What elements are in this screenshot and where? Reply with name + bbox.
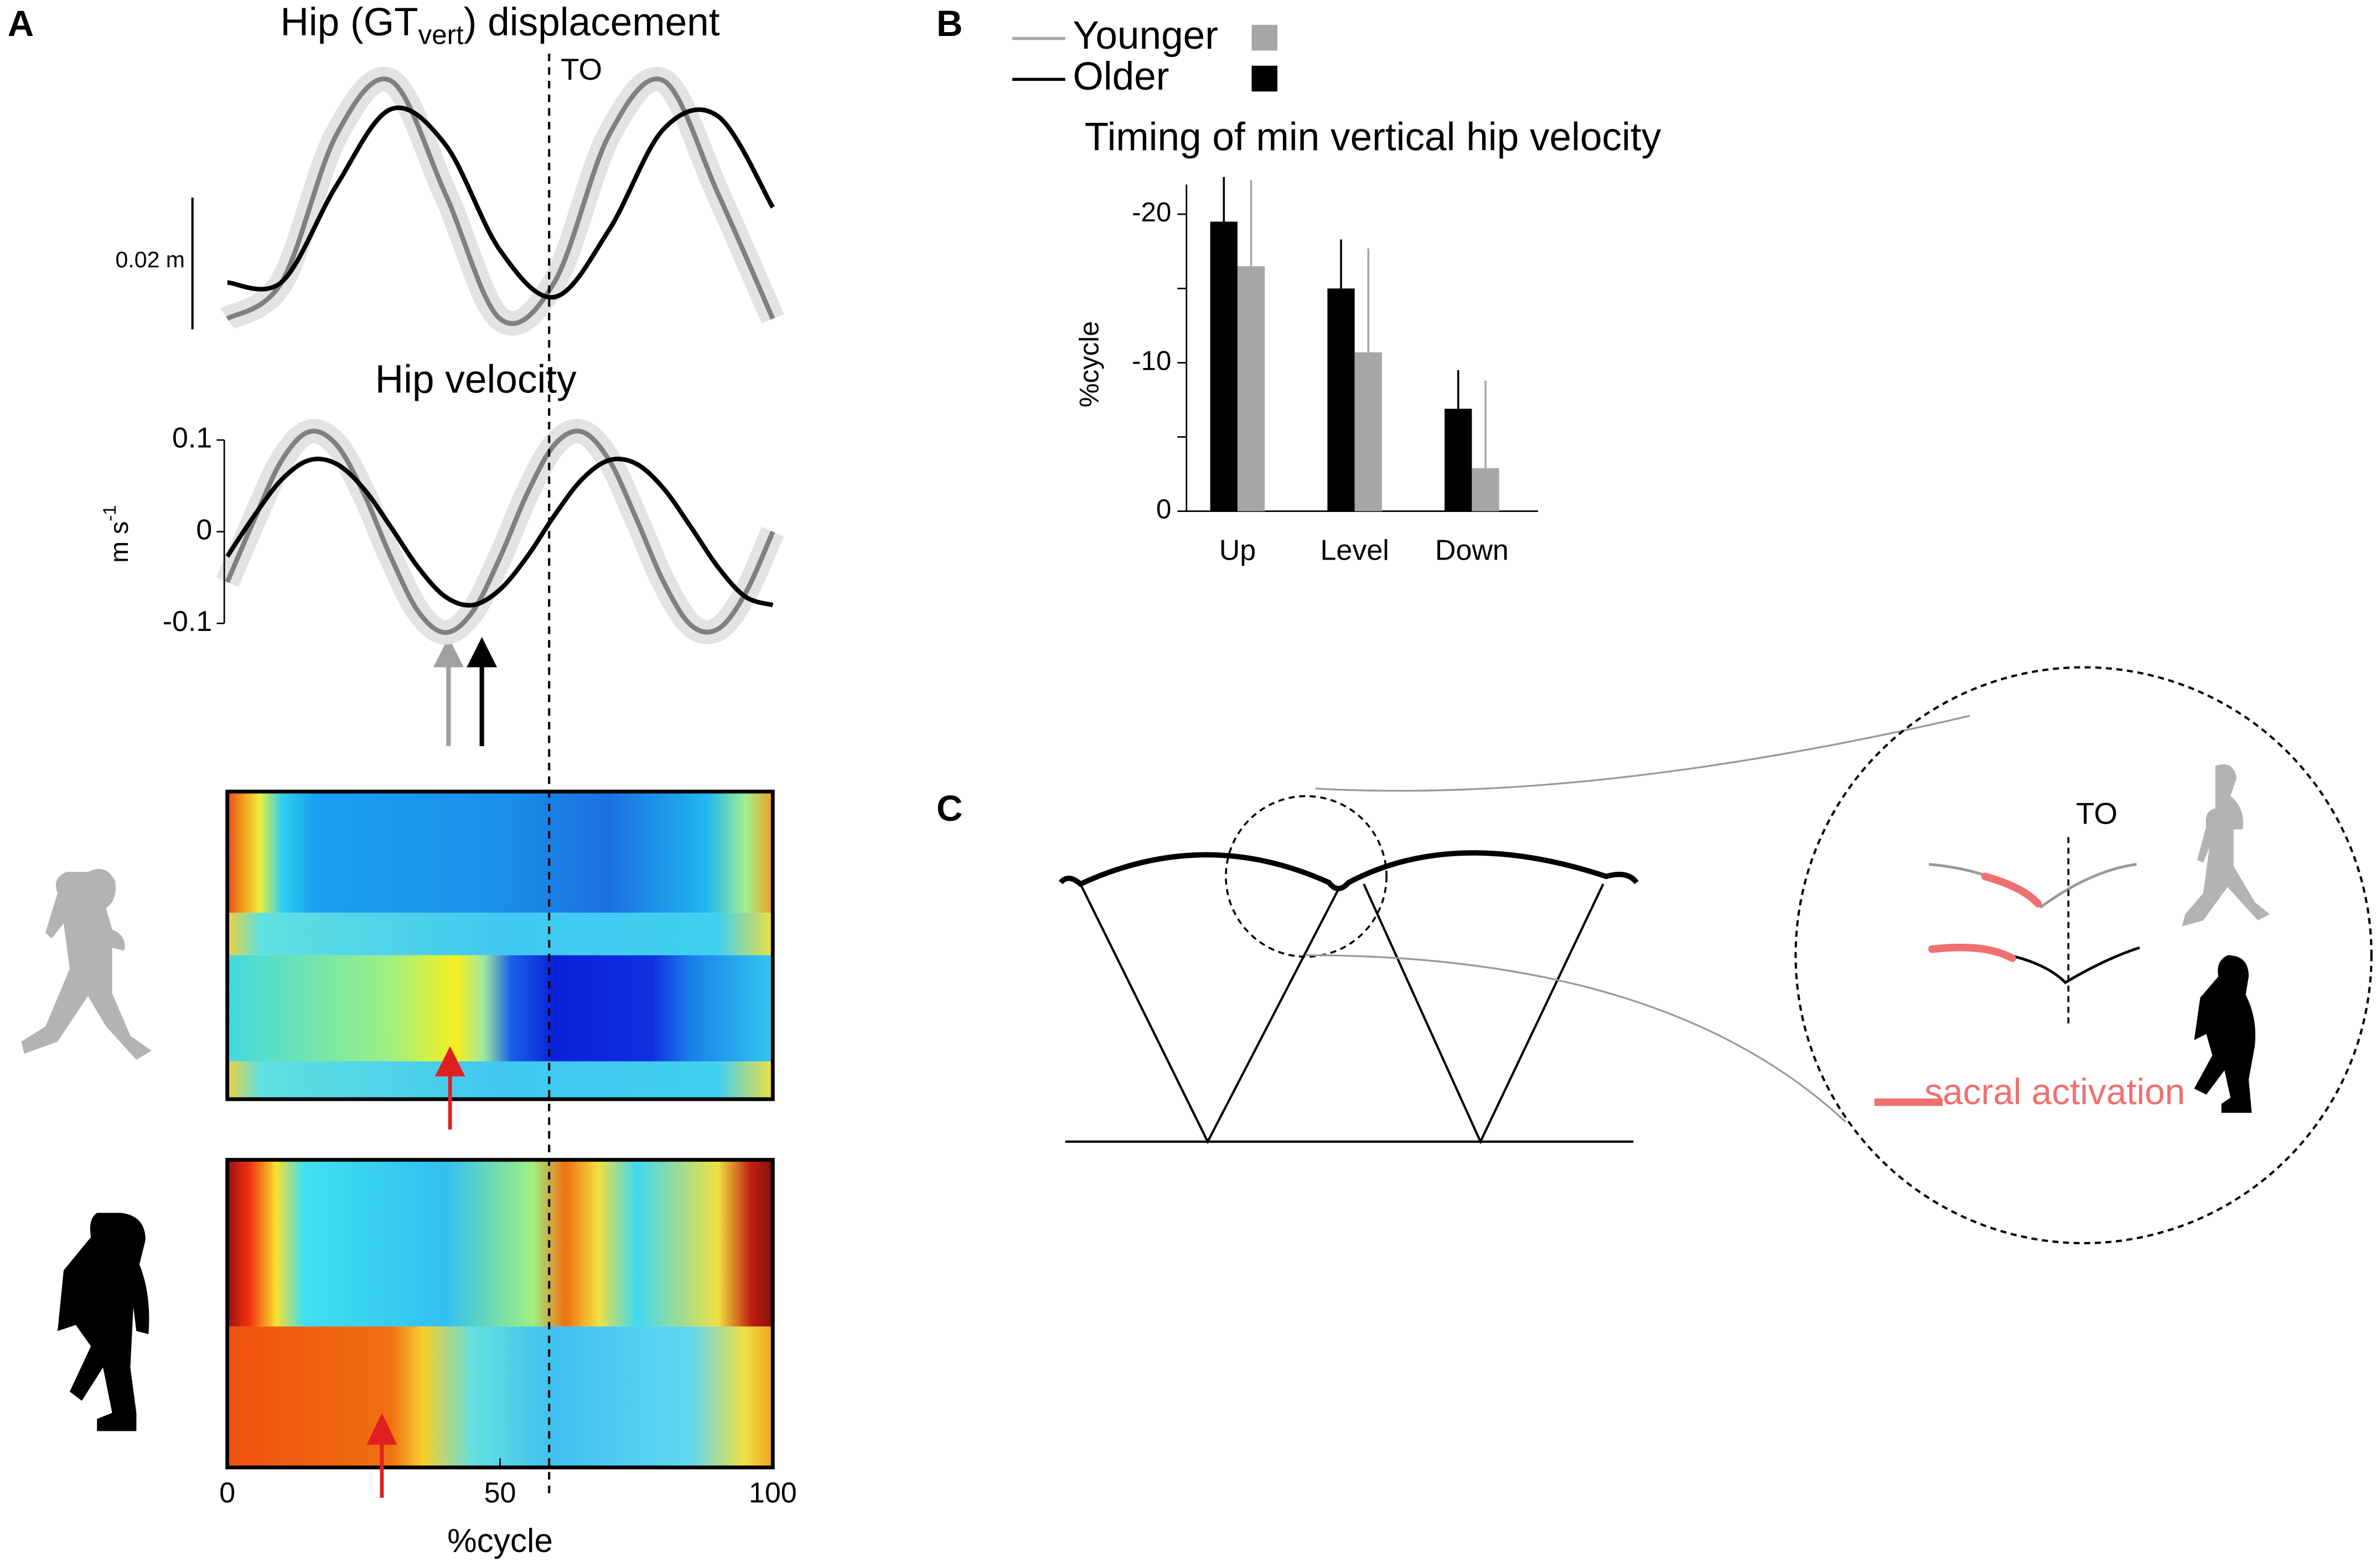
- ylabel-superscript: -1: [99, 505, 120, 521]
- bar: [1327, 288, 1355, 511]
- to-label: TO: [561, 52, 602, 86]
- panel-label: A: [8, 3, 34, 44]
- displacement-title: Hip (GTvert) displacement: [280, 1, 719, 50]
- younger-walker: [2182, 764, 2270, 927]
- activation-segment: [1928, 943, 2016, 962]
- heatmap-band: [227, 1326, 773, 1468]
- line: [225, 457, 774, 608]
- bar: [1472, 468, 1499, 511]
- legend-swatch: [1251, 24, 1278, 51]
- heatmap-band: [227, 791, 773, 913]
- arrow-head: [434, 1046, 465, 1077]
- y-tick-label: -10: [1132, 345, 1171, 376]
- x-axis-label: %cycle: [447, 1522, 553, 1559]
- line: [225, 428, 775, 635]
- leg: [1363, 883, 1604, 1145]
- title-part: Hip (GT: [280, 1, 418, 44]
- heatmap-band: [227, 1061, 773, 1099]
- line: [227, 105, 775, 300]
- y-tick-label: -0.1: [163, 606, 213, 638]
- panel-label: C: [936, 788, 962, 829]
- y-tick-label: 0: [1156, 494, 1171, 525]
- red-arrows: [366, 1046, 465, 1498]
- y-tick-label: 0: [196, 514, 212, 546]
- y-tick-label: 0.1: [172, 422, 212, 454]
- panel-c-diagram: [1058, 666, 2373, 1245]
- x-tick-label: Up: [1219, 534, 1256, 566]
- heatmap-band: [227, 913, 773, 955]
- y-tick-label: -20: [1132, 197, 1171, 227]
- x-tick-label: Level: [1321, 534, 1389, 566]
- velocity-title: Hip velocity: [375, 358, 577, 402]
- to-label: TO: [2076, 796, 2118, 830]
- scale-bar-label: 0.02 m: [116, 247, 185, 272]
- velocity-arrows: [433, 636, 498, 747]
- arrow-head: [467, 636, 498, 667]
- zoom-line: [1315, 715, 1970, 792]
- heatmap-band: [227, 1160, 773, 1327]
- heatmap-older: [225, 1158, 775, 1469]
- x-tick-label: 0: [219, 1477, 235, 1509]
- zoom-line: [1306, 954, 1846, 1123]
- activation-label: sacral activation: [1924, 1072, 2185, 1112]
- younger-walker: [21, 868, 152, 1060]
- magnified-circle: [1794, 666, 2373, 1245]
- panel-label: B: [936, 3, 962, 44]
- legend-swatch: [1251, 65, 1278, 92]
- leg: [1079, 883, 1339, 1145]
- arrow-head: [366, 1412, 397, 1445]
- zoom-circle: [1225, 795, 1388, 958]
- older-trace: [1929, 946, 2140, 985]
- sd-band: [220, 66, 784, 336]
- y-axis-label: %cycle: [1074, 321, 1104, 407]
- younger-trace: [1929, 863, 2137, 909]
- activation-segment: [1981, 872, 2042, 908]
- legend-label: Younger: [1073, 14, 1218, 58]
- x-tick-label: 100: [749, 1477, 797, 1509]
- legend-label: Older: [1073, 55, 1169, 99]
- silhouettes: [21, 764, 2270, 1431]
- bar: [1445, 408, 1472, 511]
- title-subscript: vert: [418, 20, 464, 50]
- x-tick-label: Down: [1435, 534, 1509, 566]
- older-walker: [58, 1213, 149, 1431]
- heatmap-band: [227, 955, 773, 1062]
- chart-title: Timing of min vertical hip velocity: [1085, 116, 1661, 159]
- title-part: ) displacement: [464, 1, 720, 44]
- ylabel-part: m s: [105, 521, 133, 563]
- velocity-ylabel: m s-1: [99, 505, 134, 563]
- bar: [1354, 352, 1382, 511]
- older-walker: [2194, 955, 2256, 1113]
- bar: [1210, 221, 1238, 511]
- arrow-head: [433, 636, 464, 667]
- x-tick-label: 50: [484, 1477, 516, 1509]
- hip-trajectory: [1058, 850, 1639, 892]
- bar: [1237, 266, 1265, 511]
- heatmap-frame: [225, 789, 775, 1101]
- heatmap-younger: [225, 789, 775, 1101]
